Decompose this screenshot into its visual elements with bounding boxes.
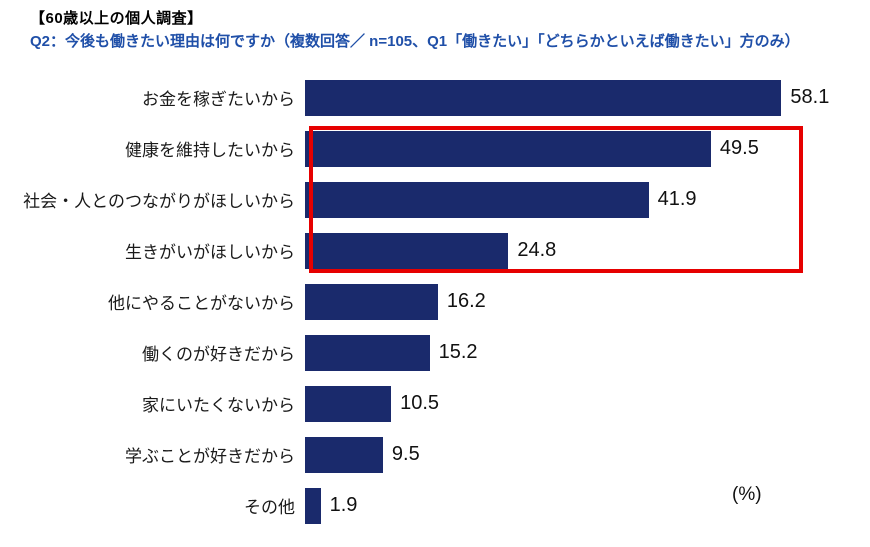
chart-row: お金を稼ぎたいから 58.1 xyxy=(0,72,870,123)
bar-track: 49.5 xyxy=(305,130,870,167)
survey-title: 【60歳以上の個人調査】 xyxy=(30,10,203,27)
chart-row: 生きがいがほしいから 24.8 xyxy=(0,225,870,276)
chart-header: 【60歳以上の個人調査】 Q2：今後も働きたい理由は何ですか（複数回答／ n=1… xyxy=(30,8,860,52)
bar-track: 15.2 xyxy=(305,334,870,371)
category-label: 生きがいがほしいから xyxy=(125,243,295,262)
bar-track: 1.9 xyxy=(305,487,870,524)
percent-unit-label: (%) xyxy=(732,484,762,505)
bar-track: 41.9 xyxy=(305,181,870,218)
bar xyxy=(305,181,649,218)
bar xyxy=(305,130,711,167)
value-label: 49.5 xyxy=(719,137,759,159)
bar-track: 16.2 xyxy=(305,283,870,320)
value-label: 1.9 xyxy=(329,494,358,516)
bar-track: 58.1 xyxy=(305,79,870,116)
bar xyxy=(305,79,782,116)
bar-track: 10.5 xyxy=(305,385,870,422)
bar xyxy=(305,487,321,524)
chart-row: 働くのが好きだから 15.2 xyxy=(0,327,870,378)
chart-row: 社会・人とのつながりがほしいから 41.9 xyxy=(0,174,870,225)
chart-row: 他にやることがないから 16.2 xyxy=(0,276,870,327)
bar-track: 9.5 xyxy=(305,436,870,473)
bar-track: 24.8 xyxy=(305,232,870,269)
bar-chart: お金を稼ぎたいから 58.1 健康を維持したいから 49.5 社会・人とのつながりがほし… xyxy=(0,72,870,542)
value-label: 16.2 xyxy=(446,290,486,312)
chart-row: 健康を維持したいから 49.5 xyxy=(0,123,870,174)
chart-row: その他 1.9 xyxy=(0,480,870,531)
chart-row: 学ぶことが好きだから 9.5 xyxy=(0,429,870,480)
category-label: 他にやることがないから xyxy=(108,294,295,313)
value-label: 10.5 xyxy=(400,392,440,414)
bar xyxy=(305,232,509,269)
value-label: 58.1 xyxy=(790,86,830,108)
value-label: 41.9 xyxy=(657,188,697,210)
value-label: 15.2 xyxy=(438,341,478,363)
value-label: 9.5 xyxy=(391,443,420,465)
category-label: 学ぶことが好きだから xyxy=(125,447,295,466)
category-label: お金を稼ぎたいから xyxy=(142,90,295,109)
chart-rows: お金を稼ぎたいから 58.1 健康を維持したいから 49.5 社会・人とのつながりがほし… xyxy=(0,72,870,531)
bar xyxy=(305,283,438,320)
bar xyxy=(305,385,392,422)
category-label: 働くのが好きだから xyxy=(142,345,295,364)
bar xyxy=(305,436,383,473)
question-subtitle: Q2：今後も働きたい理由は何ですか（複数回答／ n=105、Q1「働きたい」「ど… xyxy=(30,33,800,50)
category-label: 社会・人とのつながりがほしいから xyxy=(23,192,295,211)
category-label: その他 xyxy=(244,498,295,517)
value-label: 24.8 xyxy=(517,239,557,261)
category-label: 家にいたくないから xyxy=(142,396,295,415)
category-label: 健康を維持したいから xyxy=(125,141,295,160)
bar xyxy=(305,334,430,371)
chart-row: 家にいたくないから 10.5 xyxy=(0,378,870,429)
